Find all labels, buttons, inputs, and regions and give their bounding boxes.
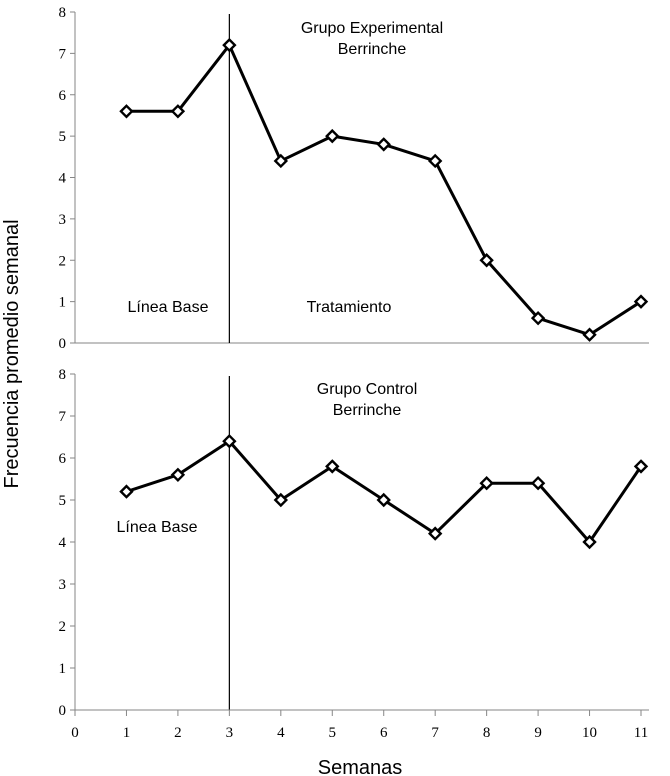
data-point xyxy=(376,492,391,508)
data-point xyxy=(222,434,237,449)
y-tick-label: 0 xyxy=(59,336,67,352)
series-line xyxy=(126,43,642,337)
y-tick-label: 7 xyxy=(59,46,67,62)
panel-title-line: Berrinche xyxy=(338,41,407,58)
x-tick-label: 9 xyxy=(534,725,542,741)
data-point xyxy=(170,104,186,119)
data-point xyxy=(325,459,340,474)
experimental-panel: 0 1 2 3 4 5 6 7 8 Grupo Experimental Berrinche Líne… xyxy=(59,5,649,352)
series-line xyxy=(125,439,643,544)
y-tick-label: 8 xyxy=(59,367,67,383)
data-point xyxy=(119,104,134,119)
y-tick-label: 3 xyxy=(59,577,67,593)
data-point xyxy=(273,492,289,508)
y-tick-label: 5 xyxy=(59,493,67,509)
y-tick-label: 2 xyxy=(59,619,67,635)
data-point xyxy=(582,534,597,550)
control-panel: 0 1 2 3 4 5 6 7 8 Grupo Control Berrinche Línea Bas… xyxy=(59,367,649,719)
phase-label: Línea Base xyxy=(117,519,198,536)
phase-label: Tratamiento xyxy=(307,299,392,316)
panel-title-line: Grupo Experimental xyxy=(301,20,443,37)
y-tick-label: 8 xyxy=(59,5,67,21)
data-point xyxy=(633,294,649,309)
x-axis-title: Semanas xyxy=(318,757,403,776)
data-point xyxy=(530,310,546,326)
data-point xyxy=(427,526,443,541)
phase-label: Línea Base xyxy=(128,299,209,316)
data-point xyxy=(530,476,546,491)
x-tick-label: 6 xyxy=(380,725,388,741)
y-tick-label: 3 xyxy=(59,212,67,228)
y-tick-label: 7 xyxy=(59,409,67,425)
data-point xyxy=(273,153,289,169)
x-tick-label: 10 xyxy=(582,725,597,741)
x-tick-label: 8 xyxy=(483,725,491,741)
x-tick-label: 3 xyxy=(226,725,234,741)
data-point xyxy=(222,37,237,53)
x-axis: 0 1 2 3 4 5 6 7 8 9 10 11 xyxy=(71,709,649,741)
data-point xyxy=(479,476,494,491)
y-tick-label: 1 xyxy=(59,295,67,311)
data-point xyxy=(119,484,134,499)
y-tick-label: 2 xyxy=(59,253,67,269)
y-tick-label: 4 xyxy=(59,535,67,551)
y-tick-label: 6 xyxy=(59,88,67,104)
data-point xyxy=(376,137,391,152)
panel-title-line: Grupo Control xyxy=(317,381,418,398)
y-tick-label: 4 xyxy=(59,171,67,187)
data-point xyxy=(427,153,443,169)
x-tick-label: 5 xyxy=(329,725,337,741)
data-point xyxy=(633,459,649,474)
data-point xyxy=(479,253,494,268)
x-tick-label: 11 xyxy=(634,725,648,741)
y-tick-label: 5 xyxy=(59,129,67,145)
panel-title-line: Berrinche xyxy=(333,402,402,419)
x-tick-label: 1 xyxy=(123,725,131,741)
x-tick-label: 0 xyxy=(71,725,79,741)
data-point xyxy=(325,128,340,144)
y-axis-title: Frecuencia promedio semanal xyxy=(1,219,23,488)
y-tick-label: 1 xyxy=(59,661,67,677)
x-tick-label: 4 xyxy=(277,725,285,741)
y-tick-label: 6 xyxy=(59,451,67,467)
y-tick-label: 0 xyxy=(59,703,67,719)
x-tick-label: 7 xyxy=(431,725,439,741)
data-point xyxy=(582,327,597,342)
x-tick-label: 2 xyxy=(174,725,182,741)
data-point xyxy=(170,467,186,482)
